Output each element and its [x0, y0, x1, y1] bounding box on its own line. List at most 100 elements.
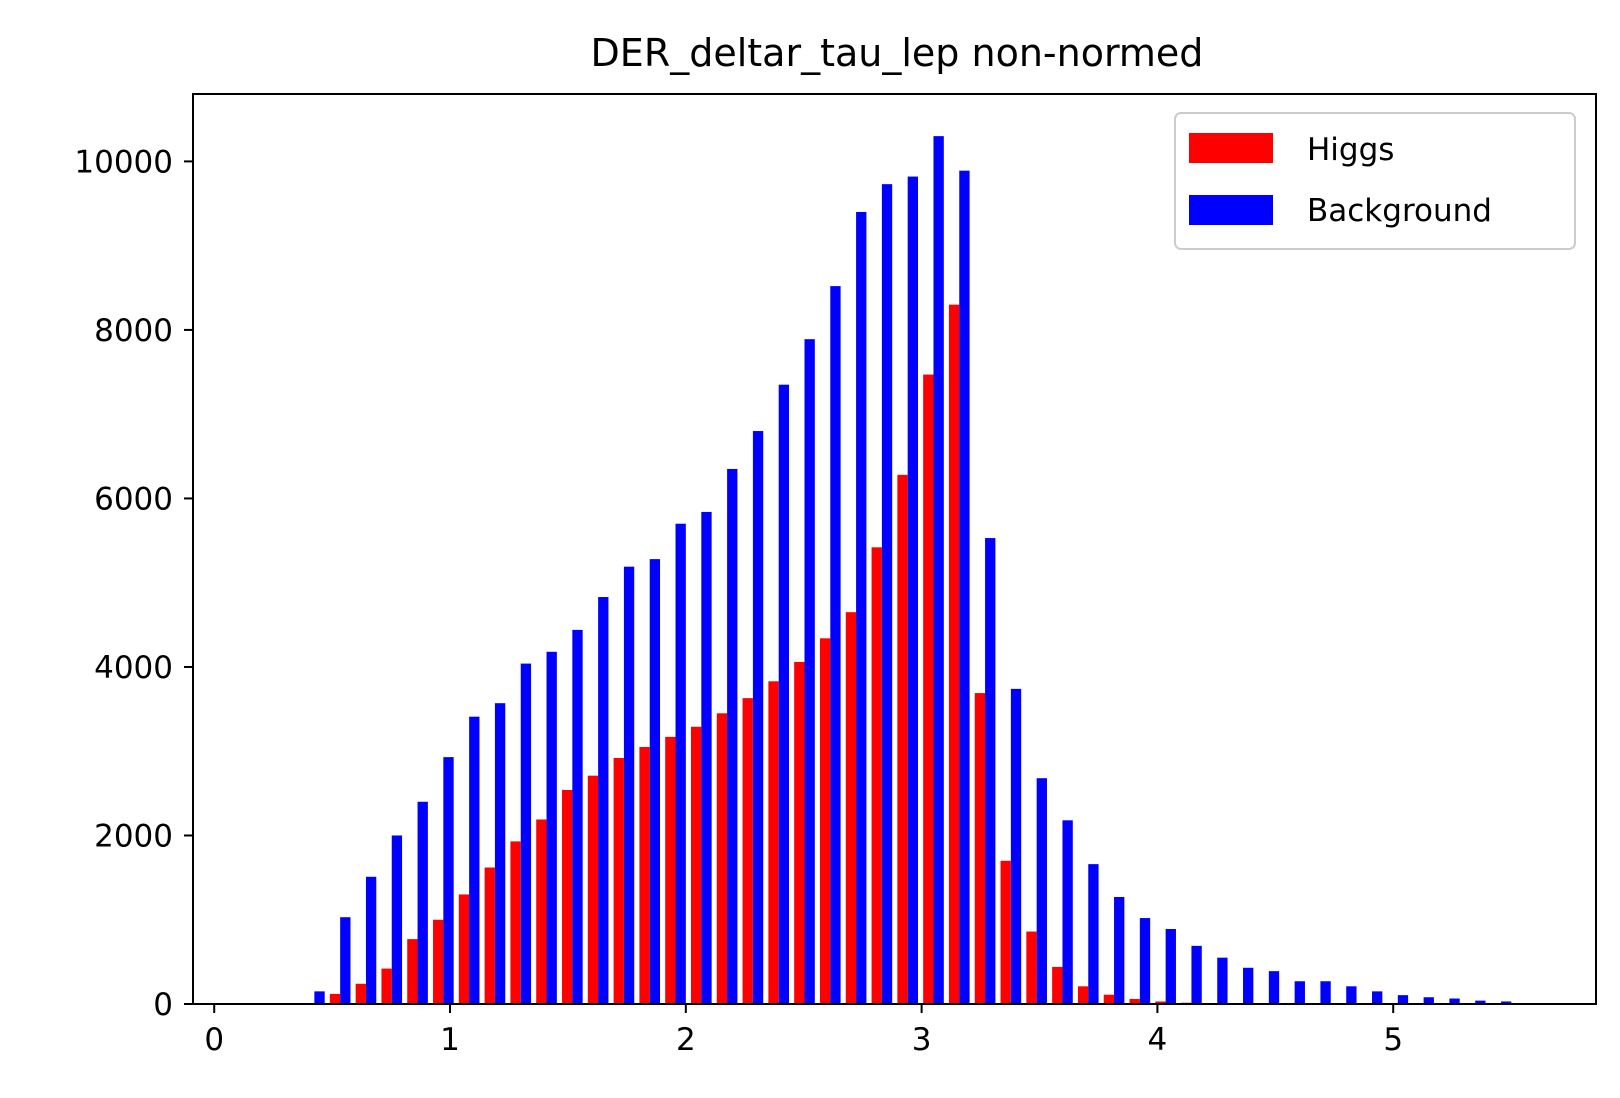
legend-swatch-background — [1189, 195, 1273, 225]
y-tick-label: 0 — [153, 987, 173, 1023]
bar-background-44 — [1449, 998, 1460, 1004]
bar-background-42 — [1397, 995, 1409, 1004]
x-tick-label: 5 — [1383, 1022, 1403, 1058]
bar-background-9 — [546, 651, 557, 1004]
plot-frame — [192, 93, 1597, 1005]
bar-background-7 — [494, 703, 506, 1004]
bar-higgs-14 — [665, 736, 676, 1004]
bar-higgs-21 — [845, 612, 857, 1004]
legend-box — [1174, 112, 1576, 250]
bar-higgs-30 — [1077, 986, 1089, 1004]
bar-higgs-5 — [433, 919, 444, 1004]
bar-higgs-33 — [1155, 1001, 1166, 1004]
bar-background-12 — [623, 566, 635, 1004]
bar-higgs-8 — [510, 841, 521, 1004]
bar-background-18 — [778, 384, 790, 1004]
bar-background-11 — [598, 597, 609, 1004]
bar-higgs-28 — [1026, 931, 1037, 1004]
bar-background-40 — [1346, 986, 1357, 1004]
bar-background-41 — [1372, 991, 1383, 1004]
bar-background-28 — [1036, 778, 1047, 1004]
bar-higgs-9 — [536, 819, 547, 1004]
chart-title: DER_deltar_tau_lep non-normed — [591, 31, 1204, 75]
bar-higgs-11 — [587, 775, 599, 1004]
bar-higgs-31 — [1103, 994, 1115, 1004]
bar-background-46 — [1501, 1001, 1512, 1004]
bar-background-20 — [830, 286, 841, 1004]
bar-higgs-19 — [794, 661, 805, 1004]
bar-background-24 — [933, 136, 944, 1004]
bar-background-10 — [572, 629, 583, 1004]
bar-higgs-20 — [819, 638, 831, 1004]
bar-higgs-24 — [923, 374, 934, 1005]
bar-background-29 — [1062, 820, 1073, 1004]
bar-background-15 — [701, 511, 712, 1004]
bar-background-35 — [1217, 957, 1228, 1004]
bar-background-19 — [804, 339, 815, 1004]
y-tick-label: 4000 — [94, 650, 173, 686]
bar-background-22 — [881, 184, 893, 1004]
bar-higgs-22 — [871, 547, 882, 1004]
bar-higgs-23 — [897, 474, 908, 1005]
legend-swatch-higgs — [1189, 133, 1273, 163]
bar-background-36 — [1243, 967, 1254, 1004]
bar-higgs-10 — [562, 789, 573, 1004]
bar-higgs-3 — [381, 968, 392, 1004]
bar-background-25 — [959, 170, 970, 1004]
y-tick-label: 6000 — [94, 481, 173, 517]
bar-background-39 — [1320, 981, 1331, 1004]
bar-background-1 — [340, 917, 351, 1004]
bar-background-26 — [985, 538, 996, 1004]
bar-background-31 — [1114, 896, 1125, 1004]
bar-higgs-2 — [355, 983, 366, 1004]
bar-higgs-6 — [458, 894, 470, 1004]
bar-background-34 — [1191, 945, 1202, 1004]
bar-background-27 — [1010, 688, 1022, 1004]
bar-higgs-16 — [716, 713, 728, 1004]
bar-higgs-18 — [768, 681, 779, 1004]
bar-higgs-17 — [742, 698, 753, 1004]
bar-background-21 — [856, 211, 867, 1004]
bar-background-6 — [469, 716, 480, 1004]
x-tick-label: 1 — [440, 1022, 460, 1058]
bar-higgs-25 — [948, 304, 960, 1004]
bar-background-37 — [1268, 971, 1280, 1004]
legend-label-background: Background — [1307, 193, 1492, 229]
bar-background-33 — [1165, 929, 1176, 1004]
bar-higgs-7 — [484, 867, 495, 1004]
bar-higgs-12 — [613, 757, 624, 1004]
bar-higgs-27 — [1000, 860, 1011, 1004]
bar-background-30 — [1088, 864, 1099, 1004]
bar-background-14 — [675, 523, 686, 1004]
x-tick-label: 4 — [1148, 1022, 1168, 1058]
x-tick-label: 3 — [912, 1022, 932, 1058]
bar-higgs-13 — [639, 747, 650, 1004]
bar-background-16 — [727, 468, 738, 1004]
x-tick-label: 0 — [204, 1022, 224, 1058]
bar-background-3 — [391, 835, 403, 1004]
bar-higgs-4 — [407, 939, 418, 1004]
bar-background-5 — [443, 757, 454, 1004]
bar-background-2 — [365, 876, 377, 1004]
legend: Higgs Background — [1174, 112, 1576, 250]
bar-background-8 — [520, 663, 532, 1004]
bar-higgs-32 — [1129, 998, 1140, 1004]
bar-background-4 — [417, 801, 428, 1004]
y-tick-label: 2000 — [94, 818, 173, 854]
bar-background-0 — [314, 991, 325, 1004]
bar-background-13 — [649, 559, 661, 1004]
bar-background-23 — [907, 176, 918, 1004]
legend-label-higgs: Higgs — [1307, 132, 1394, 168]
bar-background-45 — [1475, 1000, 1486, 1004]
y-tick-label: 8000 — [94, 313, 173, 349]
bar-background-32 — [1139, 918, 1151, 1004]
bar-higgs-1 — [329, 993, 341, 1004]
bar-background-38 — [1294, 981, 1305, 1004]
bar-higgs-26 — [974, 693, 986, 1004]
x-tick-label: 2 — [676, 1022, 696, 1058]
y-tick-label: 10000 — [74, 144, 173, 180]
bar-background-17 — [752, 431, 764, 1004]
bar-higgs-15 — [690, 726, 702, 1004]
bar-higgs-29 — [1052, 966, 1063, 1004]
